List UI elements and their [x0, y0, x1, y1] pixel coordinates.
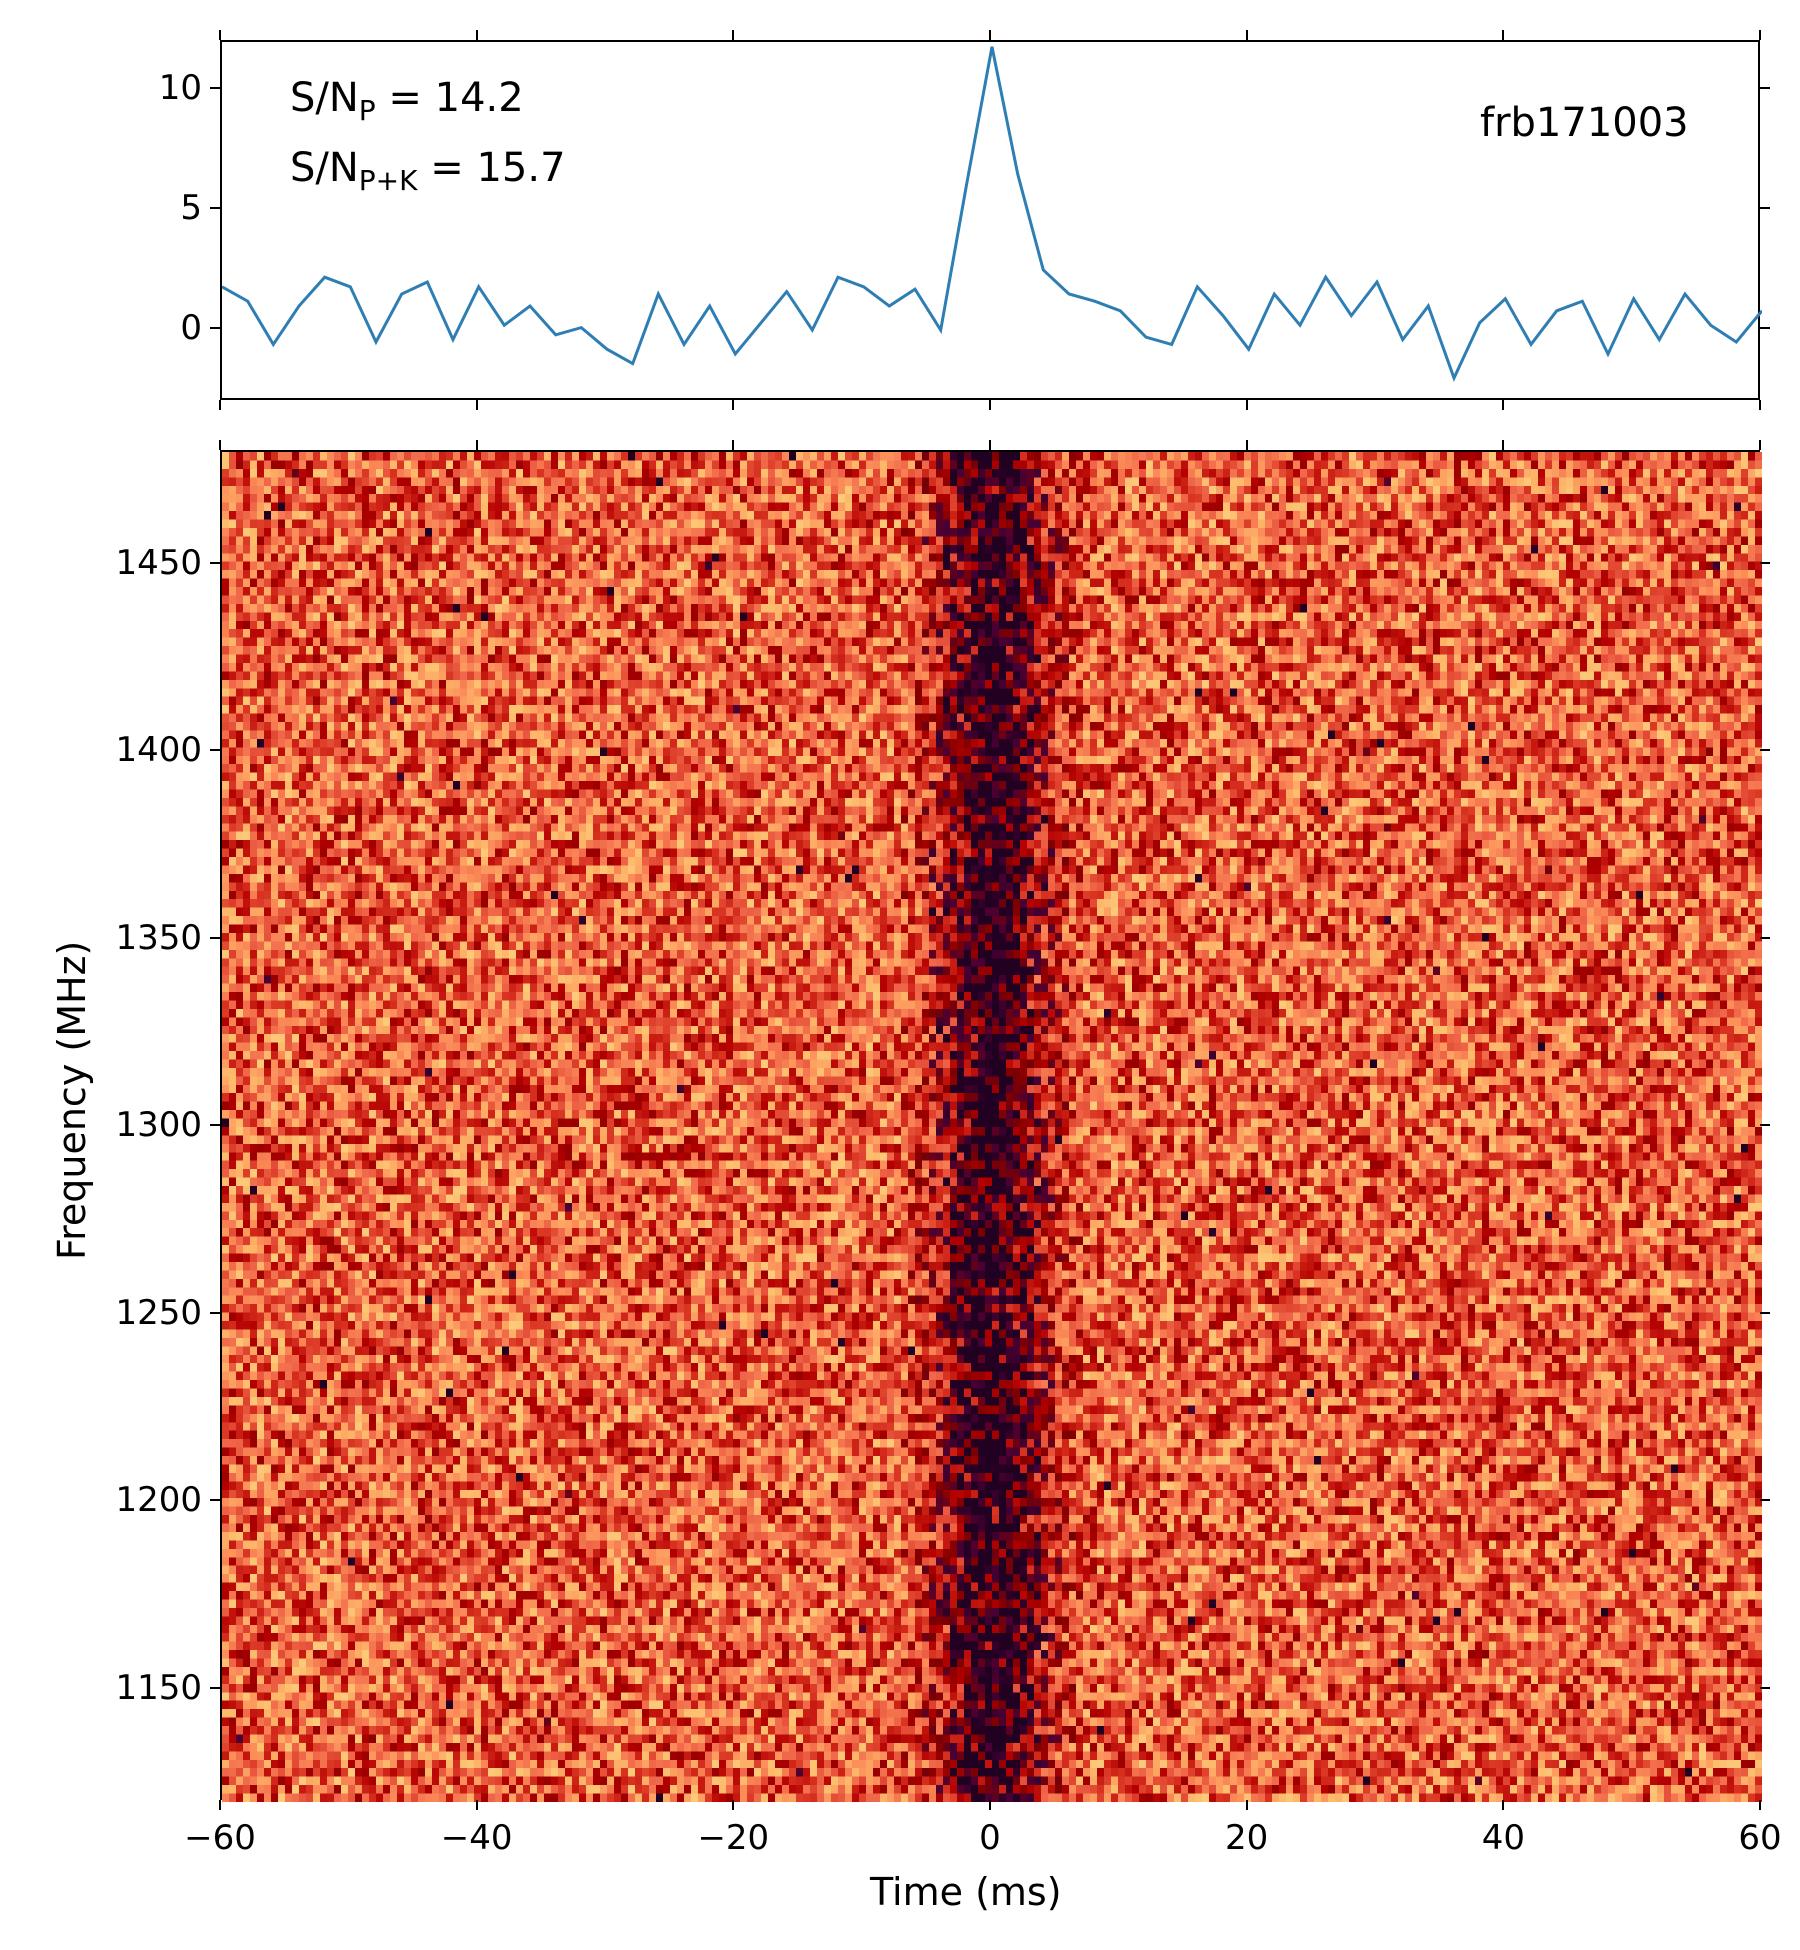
snr-pk-label: S/N [290, 145, 359, 191]
y-axis-label: Frequency (MHz) [50, 941, 94, 1260]
snr-p-value: = 14.2 [376, 75, 524, 121]
waterfall-panel [220, 450, 1760, 1800]
waterfall-heatmap [222, 452, 1762, 1802]
snr-p-annotation: S/NP = 14.2 [290, 75, 524, 127]
snr-pk-sub: P+K [359, 164, 418, 197]
figure-root: 0510 S/NP = 14.2 S/NP+K = 15.7 frb171003… [0, 0, 1800, 1950]
snr-p-sub: P [359, 94, 376, 127]
x-axis-label: Time (ms) [870, 1870, 1062, 1914]
snr-p-label: S/N [290, 75, 359, 121]
snr-pk-annotation: S/NP+K = 15.7 [290, 145, 566, 197]
snr-pk-value: = 15.7 [418, 145, 566, 191]
frb-name-annotation: frb171003 [1480, 100, 1689, 146]
